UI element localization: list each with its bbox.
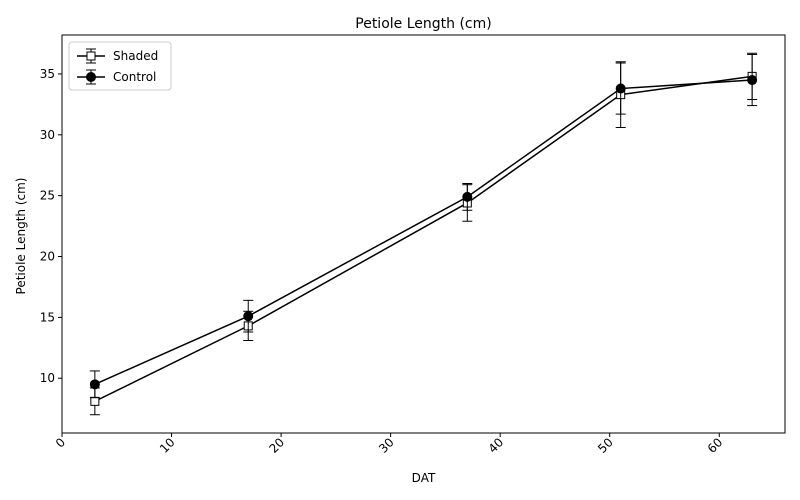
x-tick-label: 60	[705, 435, 726, 456]
x-tick-label: 0	[53, 435, 68, 450]
plot-area	[89, 52, 758, 416]
x-tick-label: 40	[486, 435, 507, 456]
legend-marker	[86, 51, 96, 61]
series-control	[89, 53, 758, 399]
data-point	[89, 379, 100, 390]
data-point	[90, 396, 100, 406]
series-line	[94, 79, 753, 386]
legend-marker	[86, 72, 96, 82]
series-line	[94, 75, 753, 403]
y-tick-label: 35	[40, 67, 55, 81]
data-point	[462, 191, 473, 202]
y-tick-label: 15	[40, 310, 55, 324]
y-tick-label: 25	[40, 189, 55, 203]
chart-title: Petiole Length (cm)	[355, 16, 491, 32]
plot-frame	[61, 34, 786, 434]
y-tick-label: 20	[40, 250, 55, 264]
legend: Shaded Control	[68, 41, 172, 91]
series-shaded	[89, 52, 758, 416]
data-point	[615, 83, 626, 94]
legend-label: Control	[113, 70, 156, 84]
x-tick-label: 50	[595, 435, 616, 456]
x-tick-label: 20	[267, 435, 288, 456]
data-point	[747, 75, 758, 86]
x-tick-label: 30	[376, 435, 397, 456]
data-point	[243, 311, 254, 322]
x-tick-label: 10	[157, 435, 178, 456]
legend-label: Shaded	[113, 49, 158, 63]
y-tick-label: 30	[40, 128, 55, 142]
y-axis-label: Petiole Length (cm)	[14, 178, 28, 295]
y-tick-label: 10	[40, 371, 55, 385]
x-axis-label: DAT	[412, 471, 436, 485]
